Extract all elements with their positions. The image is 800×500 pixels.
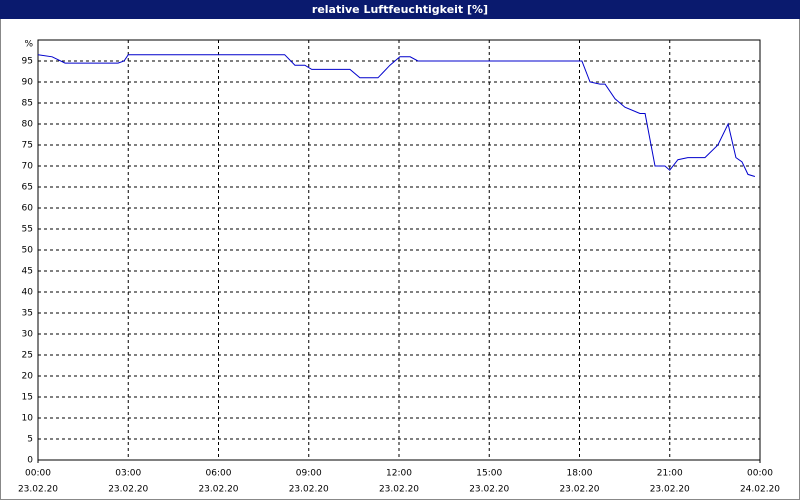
y-tick-label: 10 xyxy=(22,414,34,424)
y-tick-label: 55 xyxy=(22,225,33,235)
x-tick-date: 23.02.20 xyxy=(379,485,419,495)
y-tick-label: 65 xyxy=(22,183,33,193)
x-tick-date: 24.02.20 xyxy=(740,485,780,495)
y-tick-label: 80 xyxy=(22,120,34,130)
x-tick-label: 06:00 xyxy=(206,469,232,479)
chart-title: relative Luftfeuchtigkeit [%] xyxy=(312,3,488,16)
x-tick-date: 23.02.20 xyxy=(650,485,690,495)
title-bar xyxy=(0,0,800,19)
x-tick-label: 15:00 xyxy=(476,469,502,479)
y-tick-label: 75 xyxy=(22,141,33,151)
x-tick-label: 03:00 xyxy=(115,469,141,479)
y-tick-label: 50 xyxy=(22,246,34,256)
x-tick-date: 23.02.20 xyxy=(18,485,58,495)
x-tick-date: 23.02.20 xyxy=(559,485,599,495)
x-tick-date: 23.02.20 xyxy=(198,485,238,495)
y-tick-label: 70 xyxy=(22,162,34,172)
y-tick-label: 85 xyxy=(22,99,33,109)
y-tick-label: 15 xyxy=(22,393,33,403)
x-tick-label: 21:00 xyxy=(657,469,683,479)
x-tick-label: 00:00 xyxy=(25,469,51,479)
y-axis-label: % xyxy=(24,40,33,50)
x-tick-date: 23.02.20 xyxy=(289,485,329,495)
line-series xyxy=(37,54,756,177)
y-tick-label: 90 xyxy=(22,78,34,88)
y-tick-label: 0 xyxy=(27,456,33,466)
x-tick-label: 12:00 xyxy=(386,469,412,479)
y-tick-label: 45 xyxy=(22,267,33,277)
y-tick-label: 30 xyxy=(22,330,34,340)
y-tick-label: 95 xyxy=(22,57,33,67)
x-tick-date: 23.02.20 xyxy=(469,485,509,495)
y-tick-label: 20 xyxy=(22,372,34,382)
x-tick-label: 18:00 xyxy=(567,469,593,479)
y-tick-label: 5 xyxy=(27,435,33,445)
y-tick-label: 35 xyxy=(22,309,33,319)
y-tick-label: 60 xyxy=(22,204,34,214)
y-tick-label: 25 xyxy=(22,351,33,361)
y-tick-label: 40 xyxy=(22,288,34,298)
x-tick-date: 23.02.20 xyxy=(108,485,148,495)
x-tick-label: 00:00 xyxy=(747,469,773,479)
x-tick-label: 09:00 xyxy=(296,469,322,479)
